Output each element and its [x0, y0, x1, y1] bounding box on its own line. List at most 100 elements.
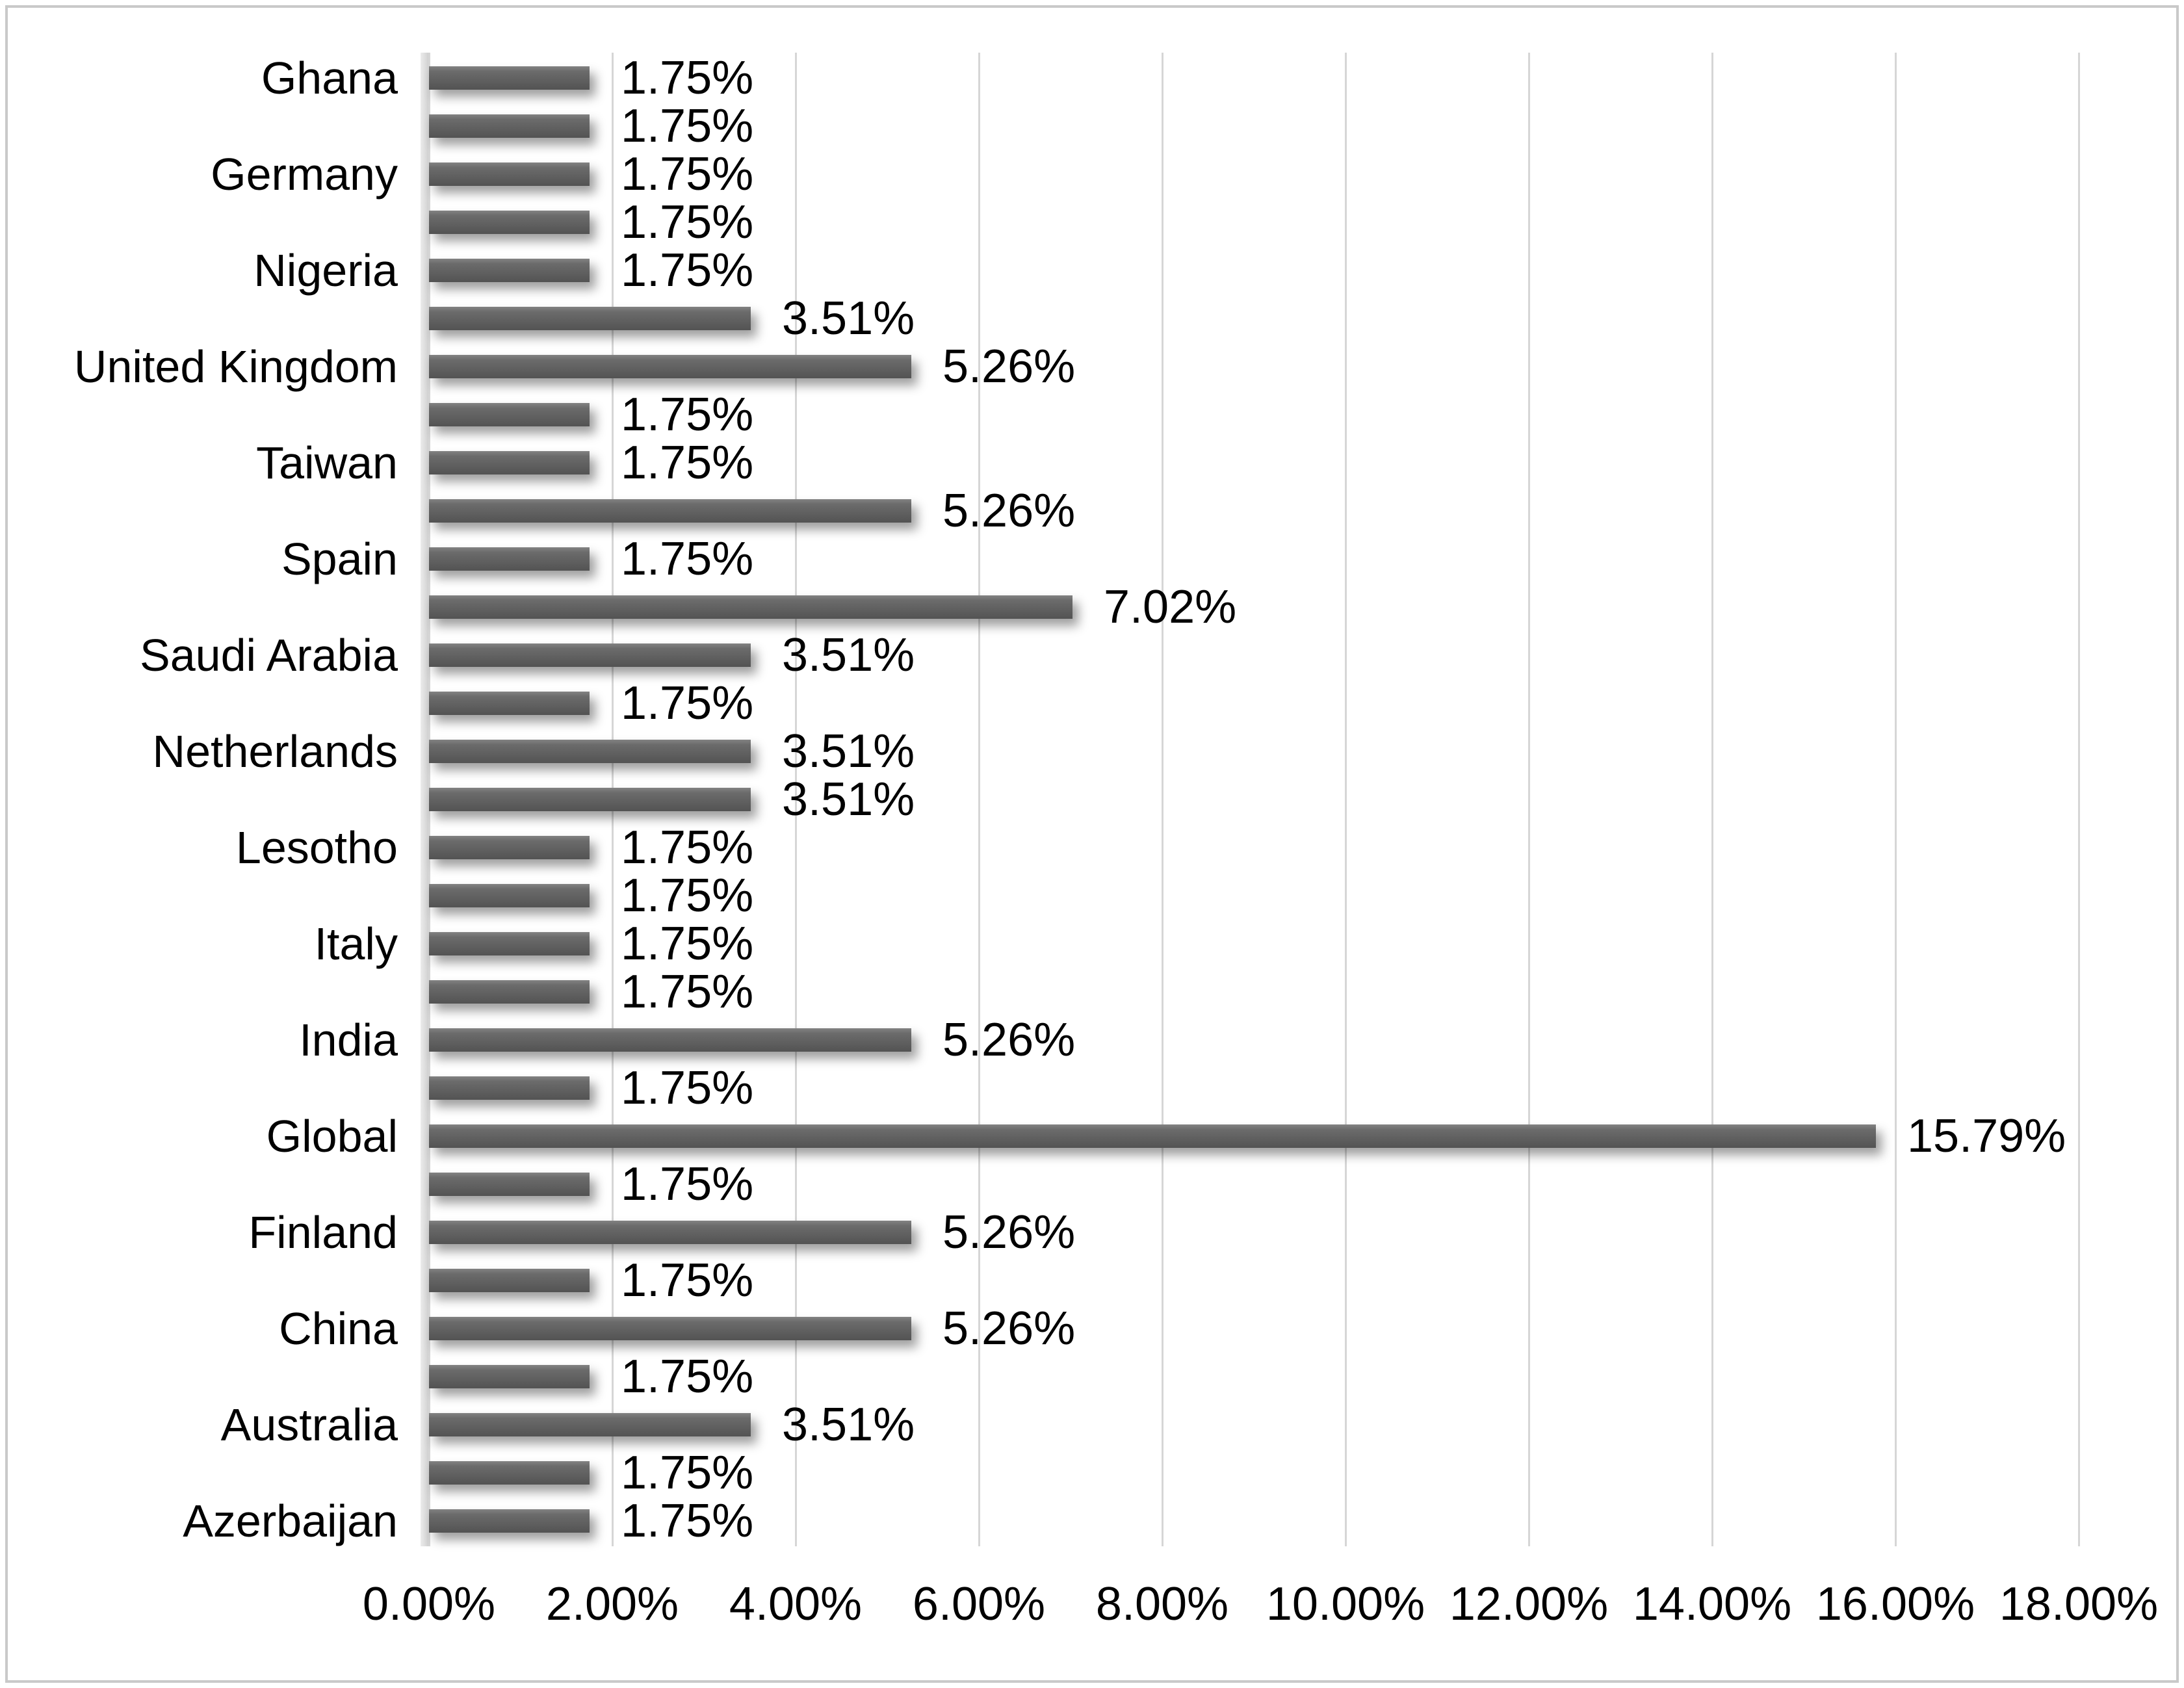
bar: [429, 1509, 590, 1533]
category-label: Taiwan: [256, 437, 398, 488]
category-label: India: [299, 1015, 398, 1065]
bar-value-label: 5.26%: [942, 341, 1076, 393]
bar: [429, 1413, 751, 1436]
bar-value-label: 3.51%: [782, 1399, 915, 1451]
gridline: [1162, 53, 1164, 1546]
bar: [429, 980, 590, 1004]
bar-value-label: 1.75%: [621, 1495, 754, 1547]
bar-value-label: 1.75%: [621, 966, 754, 1018]
bar-row: 3.51%: [429, 631, 2079, 679]
bar: [429, 884, 590, 907]
gridline: [1528, 53, 1530, 1546]
category-label: Global: [266, 1111, 398, 1162]
x-axis-tick-label: 18.00%: [1999, 1578, 2159, 1630]
bar-value-label: 7.02%: [1104, 581, 1237, 633]
category-label: Nigeria: [254, 245, 398, 296]
bar-row: 3.51%: [429, 294, 2079, 343]
bar-value-label: 1.75%: [621, 196, 754, 248]
bar-value-label: 1.75%: [621, 437, 754, 489]
bar-row: 1.75%: [429, 824, 2079, 872]
gridline: [1711, 53, 1713, 1546]
bar-value-label: 1.75%: [621, 1254, 754, 1306]
bar: [429, 788, 751, 811]
x-axis: 0.00% 2.00% 4.00% 6.00% 8.00% 10.00% 12.00% 14.…: [0, 1565, 2184, 1643]
x-axis-tick-label: 8.00%: [1095, 1578, 1229, 1630]
bar: [429, 1461, 590, 1485]
bar-row: 1.75%: [429, 535, 2079, 583]
bar-row: 5.26%: [429, 1208, 2079, 1256]
x-axis-tick-label: 6.00%: [912, 1578, 1046, 1630]
bar-value-label: 1.75%: [621, 148, 754, 200]
category-label: Spain: [281, 534, 398, 584]
gridline: [1895, 53, 1897, 1546]
bar: [429, 1124, 1876, 1148]
bar-value-label: 5.26%: [942, 1303, 1076, 1355]
category-label: Finland: [248, 1207, 398, 1258]
bar: [429, 114, 590, 138]
bar: [429, 307, 751, 330]
bar: [429, 403, 590, 426]
bar-value-label: 15.79%: [1907, 1110, 2066, 1162]
category-label: China: [279, 1303, 398, 1354]
bar-row: 1.75%: [429, 1160, 2079, 1208]
bar: [429, 1269, 590, 1292]
bar-row: 1.75%: [429, 968, 2079, 1016]
x-axis-tick-label: 14.00%: [1632, 1578, 1792, 1630]
bar-row: 3.51%: [429, 775, 2079, 824]
bar-row: 5.26%: [429, 487, 2079, 535]
bar-value-label: 1.75%: [621, 52, 754, 104]
bar-value-label: 1.75%: [621, 1351, 754, 1403]
bar-row: 1.75%: [429, 246, 2079, 294]
bar-row: 1.75%: [429, 1497, 2079, 1545]
bar: [429, 451, 590, 474]
bar-row: 1.75%: [429, 150, 2079, 198]
bar-value-label: 5.26%: [942, 1014, 1076, 1066]
gridline: [1345, 53, 1347, 1546]
bar-value-label: 3.51%: [782, 629, 915, 681]
bar: [429, 211, 590, 234]
bar-value-label: 5.26%: [942, 1206, 1076, 1258]
bar-row: 1.75%: [429, 391, 2079, 439]
bar: [429, 595, 1072, 619]
category-label: Australia: [220, 1399, 398, 1450]
bar-value-label: 1.75%: [621, 244, 754, 296]
bar: [429, 1365, 590, 1388]
bar-row: 5.26%: [429, 1016, 2079, 1064]
gridline: [2078, 53, 2080, 1546]
value-axis-line: [421, 53, 429, 1546]
bar: [429, 1221, 911, 1244]
bar-value-label: 3.51%: [782, 292, 915, 344]
bar: [429, 66, 590, 90]
bar-row: 3.51%: [429, 1401, 2079, 1449]
bar-value-label: 3.51%: [782, 725, 915, 777]
category-label: Saudi Arabia: [140, 630, 398, 681]
bar-value-label: 3.51%: [782, 773, 915, 825]
bar-value-label: 1.75%: [621, 677, 754, 729]
bar-value-label: 1.75%: [621, 918, 754, 970]
bar-row: 3.51%: [429, 727, 2079, 775]
bar-row: 1.75%: [429, 679, 2079, 727]
bar-row: 1.75%: [429, 1064, 2079, 1112]
bar-value-label: 1.75%: [621, 389, 754, 441]
bar-row: 7.02%: [429, 583, 2079, 631]
bar-value-label: 1.75%: [621, 1158, 754, 1210]
bar-value-label: 1.75%: [621, 533, 754, 585]
bar-row: 5.26%: [429, 1305, 2079, 1353]
x-axis-tick-label: 0.00%: [362, 1578, 496, 1630]
category-label: Azerbaijan: [183, 1496, 398, 1546]
bar: [429, 1317, 911, 1340]
category-label: United Kingdom: [73, 341, 398, 392]
bar: [429, 499, 911, 523]
gridline: [795, 53, 797, 1546]
bar-row: 1.75%: [429, 102, 2079, 150]
category-label: Germany: [211, 149, 398, 200]
bar: [429, 932, 590, 955]
bar-row: 1.75%: [429, 439, 2079, 487]
bar: [429, 162, 590, 186]
bar-value-label: 1.75%: [621, 822, 754, 874]
bar: [429, 259, 590, 282]
bar-row: 1.75%: [429, 872, 2079, 920]
gridline: [978, 53, 980, 1546]
category-label: Italy: [314, 918, 398, 969]
bar-row: 1.75%: [429, 1353, 2079, 1401]
